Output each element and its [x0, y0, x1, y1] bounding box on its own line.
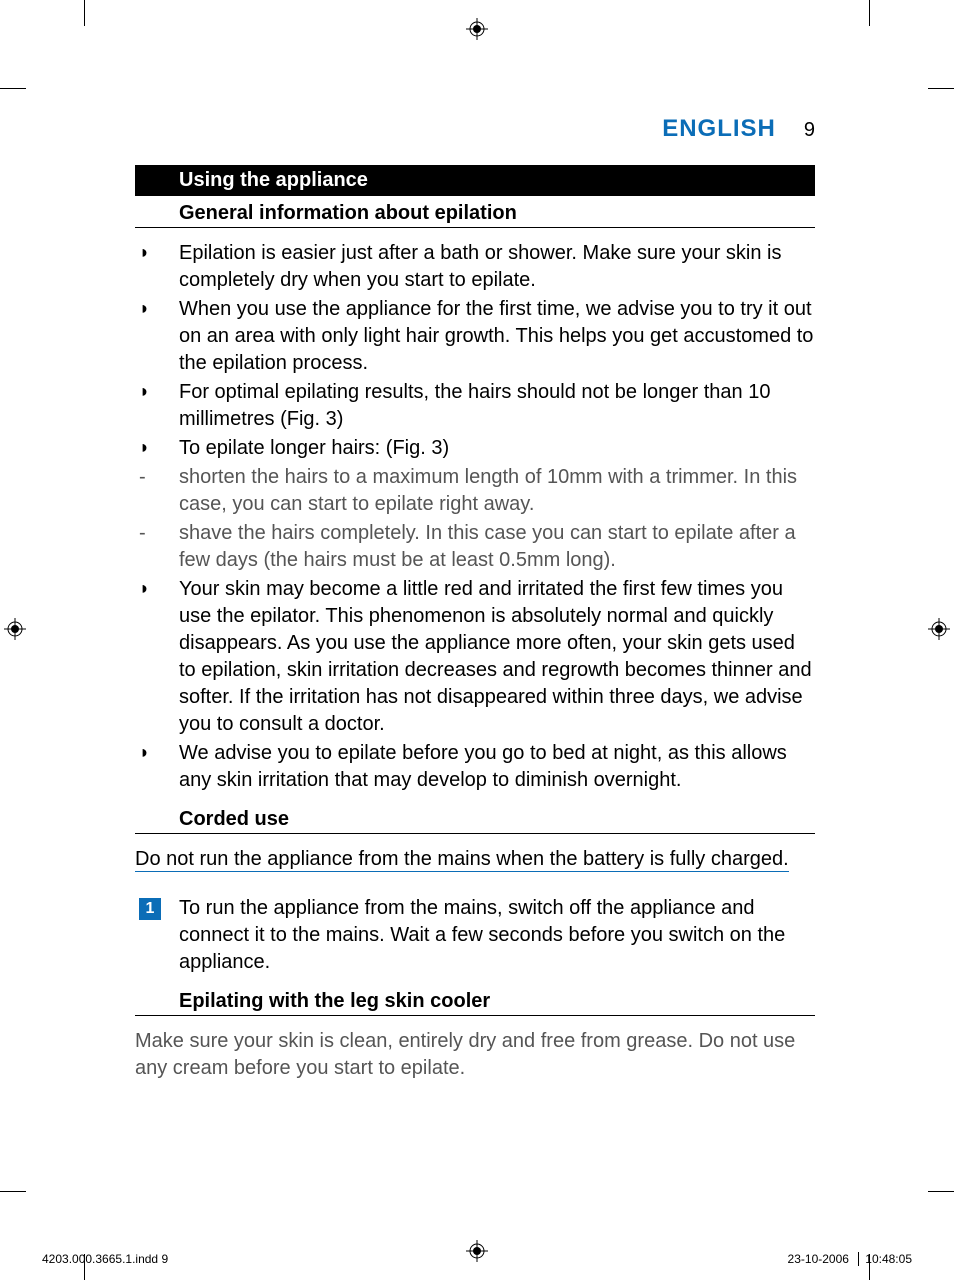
crop-mark: [84, 0, 85, 26]
subsection-title: General information about epilation: [135, 202, 815, 228]
list-subitem: shorten the hairs to a maximum length of…: [135, 464, 815, 518]
crop-mark: [928, 88, 954, 89]
registration-mark-icon: [4, 618, 26, 640]
step-number-box: 1: [139, 898, 161, 920]
language-label: ENGLISH: [662, 115, 776, 143]
subsection-title: Epilating with the leg skin cooler: [135, 990, 815, 1016]
footer-file: 4203.000.3665.1.indd 9: [42, 1252, 168, 1266]
registration-mark-icon: [466, 18, 488, 40]
warning-text: Do not run the appliance from the mains …: [135, 846, 815, 873]
list-item: Epilation is easier just after a bath or…: [135, 240, 815, 294]
bullet-list: Epilation is easier just after a bath or…: [135, 240, 815, 794]
registration-mark-icon: [928, 618, 950, 640]
list-item: For optimal epilating results, the hairs…: [135, 379, 815, 433]
crop-mark: [928, 1191, 954, 1192]
warning-underlined: Do not run the appliance from the mains …: [135, 848, 789, 872]
crop-mark: [0, 1191, 26, 1192]
footer-datetime: 23-10-2006 10:48:05: [788, 1252, 912, 1266]
list-item: To epilate longer hairs: (Fig. 3): [135, 435, 815, 462]
list-item: We advise you to epilate before you go t…: [135, 740, 815, 794]
section-title-bar: Using the appliance: [135, 165, 815, 196]
print-footer: 4203.000.3665.1.indd 9 23-10-2006 10:48:…: [42, 1252, 912, 1266]
crop-mark: [869, 0, 870, 26]
crop-mark: [0, 88, 26, 89]
page-content: ENGLISH 9 Using the appliance General in…: [135, 115, 815, 1082]
list-item: Your skin may become a little red and ir…: [135, 576, 815, 738]
note-text: Make sure your skin is clean, entirely d…: [135, 1028, 815, 1082]
page-header: ENGLISH 9: [135, 115, 815, 143]
page-number: 9: [804, 119, 815, 142]
list-subitem: shave the hairs completely. In this case…: [135, 520, 815, 574]
step-text: To run the appliance from the mains, swi…: [179, 897, 785, 973]
numbered-step: 1 To run the appliance from the mains, s…: [135, 895, 815, 976]
footer-date: 23-10-2006: [788, 1252, 849, 1266]
subsection-title: Corded use: [135, 808, 815, 834]
footer-time: 10:48:05: [858, 1252, 912, 1266]
list-item: When you use the appliance for the first…: [135, 296, 815, 377]
